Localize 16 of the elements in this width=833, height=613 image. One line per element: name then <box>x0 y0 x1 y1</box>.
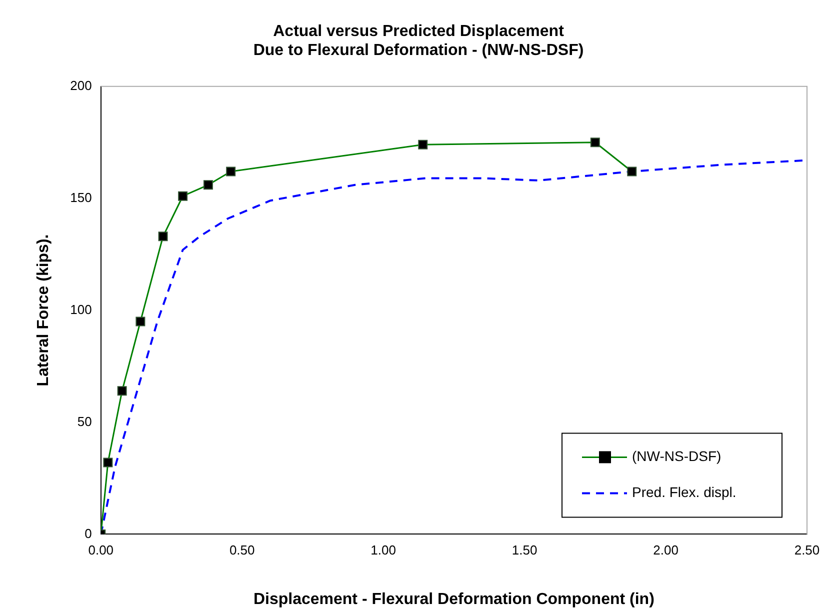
x-axis-title: Displacement - Flexural Deformation Component (in) <box>253 590 654 608</box>
y-axis-title: Lateral Force (kips). <box>35 234 52 386</box>
legend-label: Pred. Flex. displ. <box>632 484 736 500</box>
chart-title: Actual versus Predicted Displacement Due to Flexural Deformation - (NW-NS-DSF) <box>253 23 584 60</box>
x-tick-label: 0.50 <box>229 542 255 558</box>
y-tick-label: 200 <box>70 78 92 93</box>
legend-label: (NW-NS-DSF) <box>632 448 722 464</box>
x-tick-label: 2.50 <box>794 542 820 558</box>
x-tick-label: 1.50 <box>512 542 538 558</box>
x-tick-label: 0.00 <box>88 542 114 558</box>
x-tick-label: 1.00 <box>370 542 396 558</box>
x-tick-label: 2.00 <box>653 542 678 558</box>
y-tick-label: 150 <box>70 190 92 205</box>
y-tick-label: 0 <box>84 526 92 541</box>
y-tick-label: 50 <box>77 414 92 429</box>
y-tick-label: 100 <box>70 302 92 317</box>
